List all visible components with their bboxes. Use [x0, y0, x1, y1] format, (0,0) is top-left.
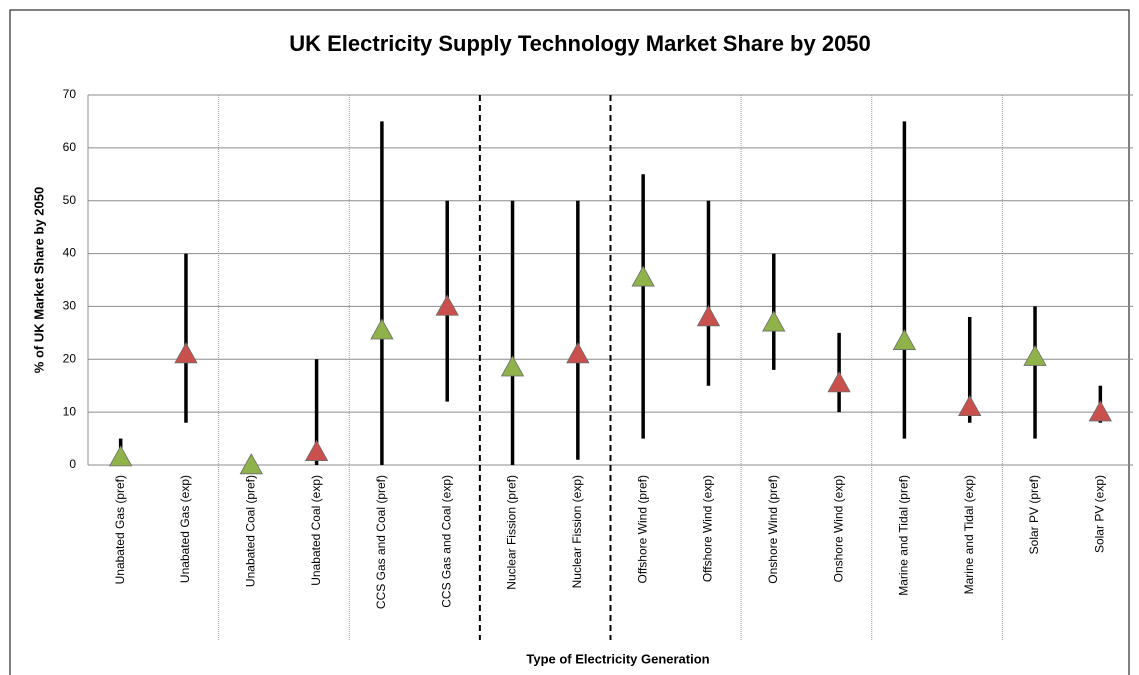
y-tick-label: 50: [63, 193, 77, 207]
marker: [304, 439, 329, 461]
x-tick-label: Nuclear Fission (exp): [570, 475, 584, 588]
marker: [958, 395, 982, 417]
marker: [631, 265, 655, 287]
y-tick-label: 0: [69, 457, 76, 471]
x-tick-label: CCS Gas and Coal (exp): [439, 475, 453, 608]
y-tick-label: 60: [63, 140, 77, 154]
marker: [696, 305, 721, 327]
chart-title: UK Electricity Supply Technology Market …: [289, 31, 871, 56]
chart-frame: [9, 9, 1130, 675]
marker: [500, 355, 525, 377]
x-tick-label: CCS Gas and Coal (pref): [374, 475, 388, 609]
marker: [108, 445, 133, 467]
x-tick-label: Unabated Gas (pref): [113, 475, 127, 584]
y-tick-label: 10: [63, 404, 77, 418]
y-tick-label: 40: [63, 246, 77, 260]
x-axis-title: Type of Electricity Generation: [526, 651, 709, 666]
y-axis-title: % of UK Market Share by 2050: [31, 187, 46, 373]
x-tick-label: Nuclear Fission (pref): [505, 475, 519, 590]
marker: [827, 371, 851, 393]
x-tick-label: Unabated Gas (exp): [178, 475, 192, 583]
x-tick-label: Solar PV (exp): [1093, 475, 1107, 553]
marker: [1023, 344, 1047, 366]
x-tick-label: Unabated Coal (exp): [309, 475, 323, 586]
x-tick-label: Onshore Wind (exp): [831, 475, 845, 582]
marker: [174, 342, 198, 364]
marker: [239, 453, 263, 475]
marker: [892, 328, 917, 350]
y-tick-label: 70: [63, 87, 77, 101]
marker: [566, 342, 590, 364]
y-tick-label: 30: [63, 299, 77, 313]
x-tick-label: Marine and Tidal (exp): [962, 475, 976, 594]
x-tick-label: Onshore Wind (pref): [766, 475, 780, 584]
y-tick-label: 20: [63, 351, 77, 365]
marker: [435, 294, 459, 316]
x-tick-label: Solar PV (pref): [1027, 475, 1041, 554]
marker: [370, 318, 394, 340]
x-tick-label: Marine and Tidal (pref): [897, 475, 911, 596]
marker: [762, 310, 786, 332]
x-tick-label: Unabated Coal (pref): [243, 475, 257, 587]
x-tick-label: Offshore Wind (pref): [635, 475, 649, 583]
x-tick-label: Offshore Wind (exp): [701, 475, 715, 582]
marker: [1088, 400, 1113, 422]
